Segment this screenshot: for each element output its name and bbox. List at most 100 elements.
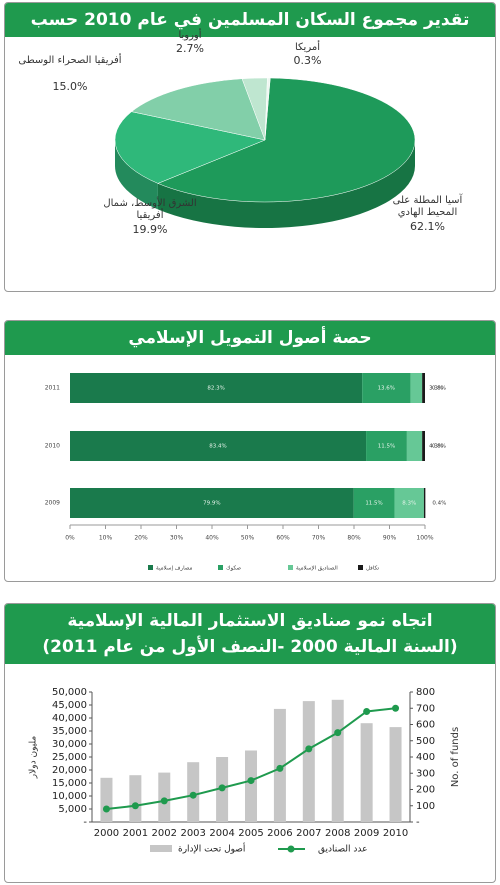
y-tick-label: 20,000 (52, 765, 87, 776)
slice-label: أفريقيا الصحراء الوسطى (18, 55, 122, 66)
pie-slice-side (115, 140, 158, 210)
x-tick-label: 2010 (383, 828, 408, 839)
y2-tick-label: 600 (416, 720, 435, 731)
value-label: 8.3% (402, 501, 416, 507)
point (334, 729, 342, 737)
bar-segment (422, 373, 425, 403)
x-tick-label: 2005 (238, 828, 263, 839)
legend-label: صكوك (226, 565, 241, 572)
point (189, 791, 197, 799)
bar-segment (70, 488, 354, 518)
x-tick-label: 2007 (296, 828, 321, 839)
value-label: 83.4% (209, 444, 226, 450)
x-tick-label: 10% (99, 535, 113, 542)
slice-value: 15.0% (52, 80, 88, 93)
y-tick-label: 30,000 (52, 739, 87, 750)
bar-segment (423, 488, 426, 518)
y-tick-label: 2011 (45, 385, 60, 392)
x-tick-label: 30% (170, 535, 184, 542)
pie-slice (264, 77, 271, 141)
y2-tick-label: 800 (416, 687, 435, 698)
x-tick-label: 60% (276, 535, 290, 542)
x-tick-label: 2006 (267, 828, 292, 839)
bar-segment (362, 373, 411, 403)
point (392, 704, 400, 712)
value-label: 3.3% (429, 386, 443, 392)
point (247, 777, 255, 785)
x-tick-label: 2002 (152, 828, 177, 839)
slice-label: الشرق الأوسط، شمال أفريقيا (103, 198, 197, 221)
y2-tick-label: 400 (416, 752, 435, 763)
value-label: 79.9% (203, 501, 220, 507)
value-label: 13.6% (378, 386, 395, 392)
bar (389, 727, 402, 822)
point (305, 745, 313, 753)
chart-title: تقدير مجموع السكان المسلمين في عام 2010 … (5, 3, 495, 64)
y2-axis-title: No. of funds (450, 727, 461, 787)
x-tick-label: 40% (205, 535, 219, 542)
legend-label: الصناديق الإسلامية (296, 566, 338, 572)
y2-tick-label: 500 (416, 736, 435, 747)
x-tick-label: 2003 (180, 828, 205, 839)
pie-slice (114, 111, 266, 184)
y-tick-label: 35,000 (52, 726, 87, 737)
y-tick-label: 2009 (45, 500, 60, 507)
legend-swatch (288, 565, 293, 570)
y2-tick-label: 300 (416, 768, 435, 779)
x-tick-label: 2004 (209, 828, 234, 839)
value-label: 11.5% (365, 501, 382, 507)
pie-slice-side (157, 140, 415, 228)
legend-label: مصارف إسلامية (156, 566, 193, 572)
y-tick-label: 40,000 (52, 713, 87, 724)
legend-swatch (150, 845, 172, 852)
y2-tick-label: 100 (416, 801, 435, 812)
legend-swatch (218, 565, 223, 570)
y2-tick-label: - (416, 817, 420, 828)
y-tick-label: 5,000 (58, 804, 87, 815)
bar (302, 701, 315, 822)
value-label: 0.8% (432, 386, 446, 392)
x-tick-label: 20% (134, 535, 148, 542)
point (218, 784, 226, 792)
bar-segment (410, 373, 423, 403)
y-tick-label: 50,000 (52, 687, 87, 698)
y-axis-title: مليون دولار (29, 736, 39, 780)
legend-label: عدد الصناديق (318, 845, 368, 855)
value-label: 0.8% (432, 444, 446, 450)
point (363, 708, 371, 715)
legend-swatch (358, 565, 363, 570)
chart-subtitle: (السنة المالية 2000 -النصف الأول من عام … (42, 637, 458, 657)
x-tick-label: 2009 (354, 828, 379, 839)
y2-tick-label: 200 (416, 785, 435, 796)
bar (331, 699, 344, 822)
bar (360, 723, 373, 822)
bar-segment (366, 431, 407, 461)
x-tick-label: 50% (241, 535, 255, 542)
bar (100, 777, 113, 822)
slice-value: 19.9% (132, 223, 168, 236)
slice-label: أوروبا (178, 30, 202, 41)
x-tick-label: 70% (312, 535, 326, 542)
y-tick-label: 10,000 (52, 791, 87, 802)
bar-segment (406, 431, 423, 461)
chart-title: حصة أصول التمويل الإسلامي (5, 321, 495, 355)
bar (245, 750, 257, 822)
x-tick-label: 100% (416, 535, 433, 542)
legend-marker (287, 845, 295, 853)
combo-panel: اتجاه نمو صناديق الاستثمار المالية الإسل… (4, 603, 496, 883)
legend-label: أصول تحت الإدارة (178, 843, 245, 855)
y-tick-label: 2010 (45, 443, 60, 450)
x-tick-label: 2000 (94, 828, 119, 839)
y-tick-label: 45,000 (52, 700, 87, 711)
bar-segment (394, 488, 424, 518)
point (160, 797, 168, 805)
slice-label: أمريكا (294, 42, 320, 53)
bar-segment (422, 431, 425, 461)
value-label: 0.4% (432, 501, 446, 507)
legend-swatch (148, 565, 153, 570)
y-tick-label: 25,000 (52, 752, 87, 763)
bar-segment (70, 431, 367, 461)
bar (129, 775, 142, 822)
